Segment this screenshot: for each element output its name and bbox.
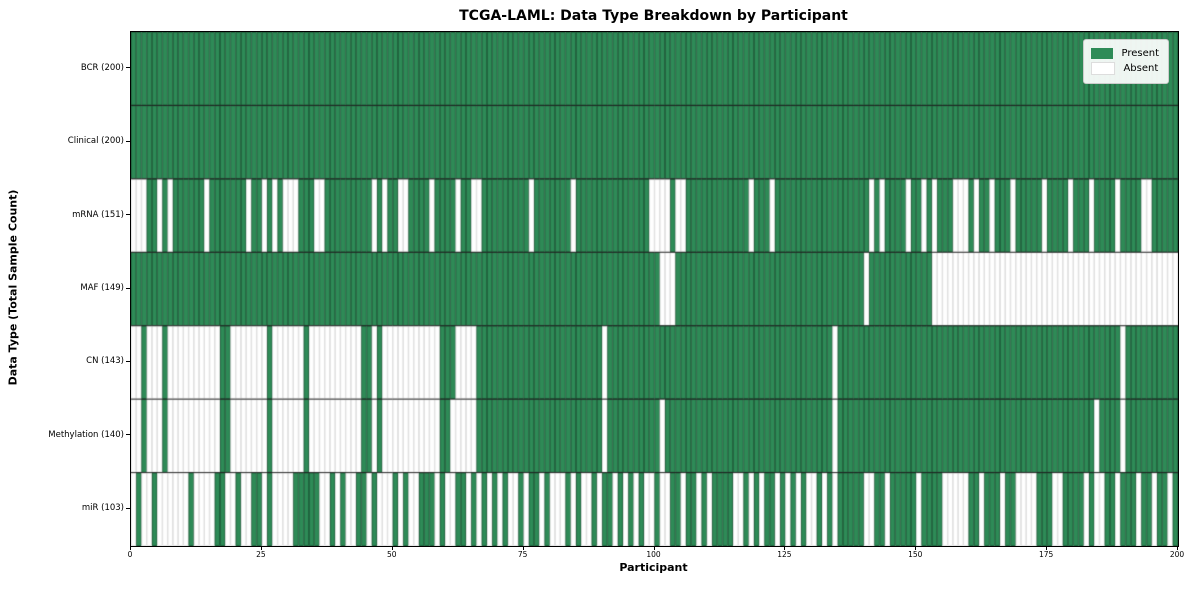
x-tick-mark xyxy=(1046,546,1048,550)
chart-title: TCGA-LAML: Data Type Breakdown by Partic… xyxy=(459,8,848,24)
legend: Present Absent xyxy=(1083,39,1169,84)
x-tick-label: 125 xyxy=(777,550,792,559)
x-tick-mark xyxy=(522,546,524,550)
y-tick-label: Methylation (140) xyxy=(48,429,124,440)
x-tick-label: 25 xyxy=(256,550,266,559)
plot-area: Present Absent xyxy=(130,31,1179,547)
x-tick-mark xyxy=(1177,546,1178,550)
y-tick-mark xyxy=(126,507,130,509)
y-tick-mark xyxy=(126,360,130,362)
legend-swatch-absent xyxy=(1091,62,1116,75)
y-tick-label: CN (143) xyxy=(86,356,124,367)
x-tick-label: 175 xyxy=(1038,550,1054,559)
x-tick-mark xyxy=(130,546,131,550)
y-axis-label: Data Type (Total Sample Count) xyxy=(6,189,20,386)
y-tick-label: Clinical (200) xyxy=(67,136,124,147)
x-tick-label: 150 xyxy=(908,550,923,559)
x-tick-mark xyxy=(391,546,393,550)
x-tick-label: 0 xyxy=(127,550,133,559)
y-tick-mark xyxy=(126,140,130,142)
legend-label-absent: Absent xyxy=(1123,63,1159,74)
x-tick-mark xyxy=(784,546,786,550)
y-tick-label: mRNA (151) xyxy=(72,209,124,220)
y-tick-label: BCR (200) xyxy=(80,62,124,73)
y-tick-mark xyxy=(126,214,130,216)
x-tick-label: 100 xyxy=(646,550,661,559)
x-axis-label: Participant xyxy=(619,561,688,574)
x-tick-label: 50 xyxy=(386,550,397,559)
x-tick-mark xyxy=(260,546,262,550)
legend-entry-absent: Absent xyxy=(1091,62,1159,75)
legend-entry-present: Present xyxy=(1091,48,1159,59)
y-tick-mark xyxy=(126,287,130,289)
legend-swatch-present xyxy=(1091,48,1114,59)
heatmap-canvas xyxy=(131,32,1178,546)
y-tick-mark xyxy=(126,434,130,436)
x-tick-mark xyxy=(915,546,917,550)
y-tick-mark xyxy=(126,67,130,69)
y-tick-label: MAF (149) xyxy=(80,283,124,293)
x-tick-label: 75 xyxy=(517,550,528,559)
legend-label-present: Present xyxy=(1121,48,1159,59)
x-tick-mark xyxy=(653,546,655,550)
y-tick-label: miR (103) xyxy=(81,503,124,514)
x-tick-label: 200 xyxy=(1169,550,1185,559)
